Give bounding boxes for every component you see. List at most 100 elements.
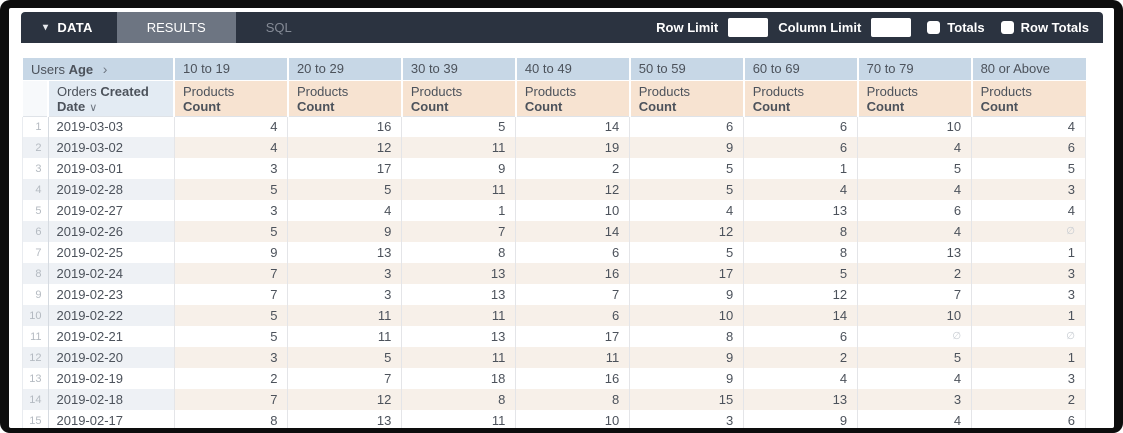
age-bucket-header[interactable]: 10 to 19 (173, 58, 288, 81)
table-row: 9 2019-02-23 7 3 13 7 9 12 7 3 (21, 284, 1086, 305)
measure-header[interactable]: Products Count (400, 80, 516, 117)
date-cell: 2019-02-27 (56, 203, 124, 218)
age-bucket-header[interactable]: 30 to 39 (400, 58, 516, 81)
value-cell: 8 (743, 242, 858, 263)
toolbar-controls: Row Limit Column Limit Totals Row Totals (656, 12, 1103, 43)
tab-results-label: RESULTS (146, 20, 206, 35)
date-cell: 2019-03-01 (56, 161, 124, 176)
measure-header[interactable]: Products Count (514, 80, 630, 117)
value-cell: 11 (287, 305, 402, 326)
value-cell: 2 (743, 347, 858, 368)
value-cell: 13 (857, 242, 972, 263)
value-cell: 3 (287, 284, 402, 305)
date-cell: 2019-03-02 (48, 137, 174, 158)
pivot-field-name: Age (68, 61, 94, 77)
value-cell: 9 (401, 158, 516, 179)
gutter-header (21, 80, 49, 117)
measure-prefix: Products (524, 83, 577, 99)
toolbar-spacer (322, 12, 656, 43)
date-cell: 2019-02-17 (56, 413, 124, 428)
measure-header[interactable]: Products Count (970, 80, 1086, 117)
value-cell: 5 (173, 305, 288, 326)
value-cell: 11 (401, 305, 516, 326)
age-bucket-header[interactable]: 80 or Above (970, 58, 1086, 81)
date-cell: 2019-03-03 (56, 119, 124, 135)
column-limit-input[interactable] (871, 18, 912, 37)
value-cell: 9 (629, 284, 744, 305)
value-cell: 1 (971, 242, 1086, 263)
totals-group: Totals (927, 20, 985, 35)
row-limit-label: Row Limit (656, 20, 719, 35)
value-cell: 12 (629, 221, 744, 242)
value-cell: 9 (629, 137, 744, 158)
row-number: 9 (21, 284, 49, 305)
measure-header[interactable]: Products Count (286, 80, 402, 117)
row-limit-input[interactable] (728, 18, 769, 37)
table-row: 11 2019-02-21 5 11 13 17 8 6 ∅ ∅ (21, 326, 1086, 347)
value-cell: 1 (971, 305, 1086, 326)
value-cell: 9 (743, 410, 858, 428)
measure-header[interactable]: Products Count (856, 80, 972, 117)
value-cell: 3 (629, 410, 744, 428)
measure-header-row: Orders Created Date ∨ Products Count Produc… (21, 80, 1086, 117)
value-cell: 6 (515, 242, 630, 263)
value-cell: 4 (971, 116, 1086, 137)
table-row: 12 2019-02-20 3 5 11 11 9 2 5 1 (21, 347, 1086, 368)
tab-sql[interactable]: SQL (236, 12, 322, 43)
value-cell: 13 (743, 389, 858, 410)
value-cell: 1 (743, 158, 858, 179)
value-cell: 17 (629, 263, 744, 284)
tab-data[interactable]: ▾ DATA (21, 12, 117, 43)
value-cell: 5 (287, 347, 402, 368)
row-field-bold2: Date (57, 98, 86, 114)
date-cell: 2019-02-25 (56, 245, 124, 260)
table-row: 5 2019-02-27 3 4 1 10 4 13 6 4 (21, 200, 1086, 221)
value-cell: 5 (971, 158, 1086, 179)
date-cell: 2019-02-23 (56, 287, 124, 302)
value-cell: 5 (173, 326, 288, 347)
date-cell: 2019-02-26 (48, 221, 174, 242)
chevron-right-icon: › (102, 60, 108, 77)
row-field-header[interactable]: Orders Created Date ∨ (47, 80, 174, 117)
table-row: 14 2019-02-18 7 12 8 8 15 13 3 2 (21, 389, 1086, 410)
measure-name: Count (183, 98, 221, 114)
value-cell: 11 (401, 179, 516, 200)
row-number: 5 (21, 200, 49, 221)
measure-name: Count (752, 98, 791, 114)
value-cell: 10 (515, 410, 630, 428)
age-bucket-header[interactable]: 20 to 29 (286, 58, 402, 81)
measure-name: Count (296, 98, 335, 114)
value-cell: 4 (857, 221, 972, 242)
age-bucket-header[interactable]: 50 to 59 (628, 58, 744, 81)
totals-checkbox[interactable] (927, 21, 941, 34)
table-row: 13 2019-02-19 2 7 18 16 9 4 4 3 (21, 368, 1086, 389)
age-bucket-header[interactable]: 70 to 79 (856, 58, 972, 81)
row-number: 7 (21, 242, 49, 263)
table-row: 4 2019-02-28 5 5 11 12 5 4 4 3 (21, 179, 1086, 200)
measure-header[interactable]: Products Count (628, 80, 744, 117)
row-field-prefix: Orders (57, 83, 97, 99)
column-limit-label: Column Limit (778, 20, 862, 35)
measure-header[interactable]: Products Count (742, 80, 858, 117)
age-bucket-header[interactable]: 40 to 49 (514, 58, 630, 81)
pivot-field-header[interactable]: Users Age › (21, 58, 174, 81)
value-cell: 8 (401, 242, 516, 263)
value-cell: 6 (857, 200, 972, 221)
value-cell: 10 (857, 305, 972, 326)
measure-header[interactable]: Products Count (173, 80, 288, 117)
value-cell: 8 (515, 389, 630, 410)
measure-prefix: Products (410, 83, 463, 99)
row-totals-checkbox[interactable] (1000, 21, 1014, 34)
row-totals-label: Row Totals (1020, 20, 1089, 35)
value-cell: 2 (857, 263, 972, 284)
measure-prefix: Products (752, 83, 804, 99)
date-cell: 2019-02-22 (48, 305, 174, 326)
collapse-caret-icon: ▾ (43, 22, 49, 33)
tab-results[interactable]: RESULTS (116, 12, 236, 43)
value-cell: 19 (515, 137, 630, 158)
value-cell: ∅ (971, 221, 1086, 242)
value-cell: 4 (857, 410, 972, 428)
value-cell: 7 (401, 221, 516, 242)
age-bucket-header[interactable]: 60 to 69 (742, 58, 858, 81)
value-cell: 3 (173, 158, 288, 179)
